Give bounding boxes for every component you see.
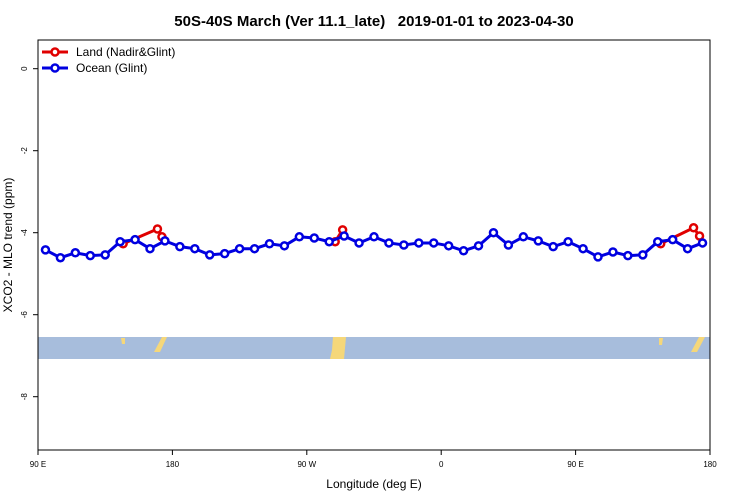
data-point — [682, 243, 693, 254]
data-point — [279, 241, 290, 251]
data-point — [533, 236, 544, 246]
land-patch — [691, 337, 705, 352]
data-point — [339, 231, 349, 241]
data-point — [458, 245, 469, 256]
x-tick-label: 90 E — [567, 460, 583, 469]
data-point — [294, 232, 305, 242]
land-patch — [659, 338, 663, 345]
data-point — [548, 241, 558, 252]
land-patch — [154, 337, 167, 352]
y-tick-label: -8 — [20, 393, 29, 401]
data-point — [219, 248, 230, 259]
data-point — [638, 250, 648, 260]
x-axis-label: Longitude (deg E) — [326, 477, 421, 491]
x-tick-label: 180 — [166, 460, 180, 469]
data-point — [152, 224, 163, 234]
data-point — [115, 236, 125, 247]
data-point — [369, 232, 379, 242]
data-point — [309, 233, 320, 243]
chart-title: 50S-40S March (Ver 11.1_late) 2019-01-01… — [174, 13, 573, 30]
data-point — [354, 238, 364, 248]
data-point — [175, 241, 185, 252]
data-point — [563, 236, 573, 247]
data-point — [578, 243, 588, 254]
data-point — [100, 250, 110, 260]
data-point — [264, 239, 275, 249]
data-point — [608, 247, 618, 257]
data-point — [160, 236, 170, 246]
data-point — [234, 243, 245, 254]
ocean-strip — [38, 337, 710, 359]
data-point — [190, 243, 200, 254]
x-tick-label: 90 E — [30, 460, 46, 469]
legend-marker — [50, 63, 60, 73]
plot-frame — [37, 39, 711, 451]
data-point — [443, 241, 454, 251]
data-point — [399, 240, 409, 250]
y-axis-label: XCO2 - MLO trend (ppm) — [1, 178, 15, 313]
data-point — [145, 243, 155, 254]
data-point — [503, 240, 514, 250]
x-tick-label: 180 — [703, 460, 717, 469]
land-patch — [330, 337, 346, 359]
y-tick-label: -2 — [20, 147, 29, 155]
data-point — [204, 250, 215, 260]
data-point — [428, 238, 439, 248]
data-point — [55, 252, 66, 263]
y-tick-label: 0 — [20, 66, 29, 71]
data-point — [593, 252, 603, 262]
x-tick-label: 0 — [439, 460, 444, 469]
data-point — [70, 248, 81, 258]
data-point — [249, 243, 260, 254]
legend-marker — [50, 47, 60, 57]
data-point — [623, 250, 633, 261]
data-point — [414, 238, 424, 248]
y-tick-label: -6 — [20, 311, 29, 319]
data-point — [384, 238, 394, 248]
land-patch — [121, 338, 125, 344]
y-tick-label: -4 — [20, 229, 29, 237]
data-point — [40, 245, 51, 255]
data-point — [473, 241, 484, 251]
data-point — [652, 236, 663, 247]
data-point — [697, 238, 708, 248]
data-point — [667, 234, 678, 245]
data-point — [130, 234, 140, 245]
data-point — [518, 232, 529, 242]
legend-label: Ocean (Glint) — [76, 61, 147, 75]
map-strip — [38, 337, 710, 359]
data-point — [488, 227, 499, 238]
data-point — [324, 236, 334, 247]
x-tick-label: 90 W — [297, 460, 316, 469]
data-point — [85, 250, 96, 261]
legend-label: Land (Nadir&Glint) — [76, 45, 175, 59]
data-point — [688, 223, 699, 233]
